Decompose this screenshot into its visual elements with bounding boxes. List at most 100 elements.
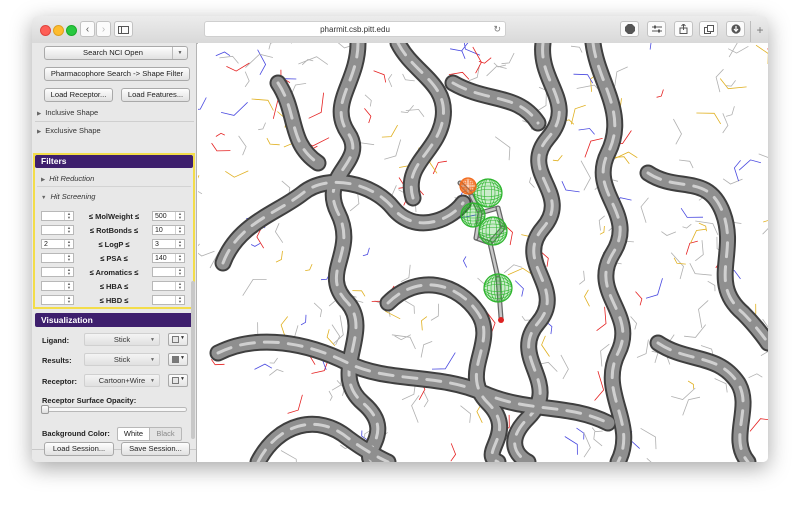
- share-button[interactable]: [674, 21, 693, 37]
- side-chain-wire: [257, 49, 267, 75]
- downloads-button[interactable]: [726, 21, 745, 37]
- sidebar-scrollbar[interactable]: [191, 281, 195, 439]
- tabs-button[interactable]: [699, 21, 718, 37]
- side-chain-wire: [364, 430, 370, 442]
- side-chain-wire: [388, 73, 393, 88]
- spinner-arrows-icon[interactable]: ▲ ▼: [64, 212, 73, 220]
- new-tab-button[interactable]: +: [750, 21, 768, 42]
- spinner-arrows-icon[interactable]: ▲ ▼: [175, 240, 184, 248]
- rotbonds-max-input[interactable]: 10 ▲ ▼: [152, 225, 185, 235]
- hba-max-input[interactable]: ▲ ▼: [152, 281, 185, 291]
- spinner-arrows-icon[interactable]: ▲ ▼: [175, 254, 184, 262]
- spinner-arrows-icon[interactable]: ▲ ▼: [64, 254, 73, 262]
- save-session-button[interactable]: Save Session...: [121, 442, 190, 456]
- results-style-select[interactable]: Stick ▼: [84, 353, 160, 366]
- side-chain-wire: [198, 190, 203, 195]
- hbd-min-input[interactable]: ▲ ▼: [41, 295, 74, 305]
- shape-filter-button[interactable]: Pharmacophore Search -> Shape Filter: [44, 67, 190, 81]
- logp-min-input[interactable]: 2 ▲ ▼: [41, 239, 74, 249]
- results-style-value: Stick: [113, 355, 131, 364]
- inclusive-shape-section[interactable]: ▶ Inclusive Shape: [37, 108, 98, 117]
- side-chain-wire: [460, 43, 469, 52]
- side-chain-wire: [244, 71, 250, 88]
- forward-button[interactable]: ›: [96, 21, 111, 37]
- side-chain-wire: [680, 207, 704, 218]
- side-chain-wire: [254, 363, 273, 370]
- search-database-button[interactable]: Search NCI Open ▼: [44, 46, 188, 60]
- close-window-button[interactable]: [40, 25, 51, 36]
- side-chain-wire: [671, 387, 696, 400]
- side-chain-wire: [331, 370, 342, 391]
- psa-min-input[interactable]: ▲ ▼: [41, 253, 74, 263]
- side-chain-wire: [211, 142, 231, 152]
- spinner-arrows-icon[interactable]: ▲ ▼: [175, 212, 184, 220]
- spinner-arrows-icon[interactable]: ▲ ▼: [64, 296, 73, 304]
- spinner-arrows-icon[interactable]: ▲ ▼: [175, 282, 184, 290]
- spinner-arrows-icon[interactable]: ▲ ▼: [175, 226, 184, 234]
- background-black-button[interactable]: Black: [149, 427, 182, 441]
- surface-opacity-slider[interactable]: [41, 405, 187, 414]
- aromatics-max-input[interactable]: ▲ ▼: [152, 267, 185, 277]
- exclusive-shape-section[interactable]: ▶ Exclusive Shape: [37, 126, 101, 135]
- load-receptor-button[interactable]: Load Receptor...: [44, 88, 113, 102]
- ligand-color-button[interactable]: ▼: [168, 333, 188, 346]
- psa-label: ≤ PSA ≤: [100, 254, 128, 263]
- hit-screening-section[interactable]: ▼ Hit Screening: [41, 192, 95, 201]
- minimize-window-button[interactable]: [53, 25, 64, 36]
- side-chain-wire: [749, 418, 768, 432]
- hbd-label: ≤ HBD ≤: [99, 296, 129, 305]
- dropdown-arrow-icon[interactable]: ▼: [172, 47, 187, 59]
- extension-button[interactable]: [647, 21, 666, 37]
- adblock-icon: [624, 24, 635, 34]
- reload-icon[interactable]: ↻: [493, 24, 501, 34]
- ligand-bond-highlight: [488, 241, 500, 280]
- side-chain-wire: [269, 357, 278, 364]
- spinner-arrows-icon[interactable]: ▲ ▼: [64, 268, 73, 276]
- side-chain-wire: [714, 378, 728, 393]
- zoom-window-button[interactable]: [66, 25, 77, 36]
- spinner-arrows-icon[interactable]: ▲ ▼: [175, 296, 184, 304]
- ribbon-highlight: [591, 43, 626, 462]
- results-color-button[interactable]: ▼: [168, 353, 188, 366]
- side-chain-wire: [430, 303, 439, 321]
- slider-thumb[interactable]: [41, 405, 49, 414]
- sidebar-icon: [118, 26, 129, 34]
- hit-reduction-section[interactable]: ▶ Hit Reduction: [41, 174, 94, 183]
- molweight-min-input[interactable]: ▲ ▼: [41, 211, 74, 221]
- side-chain-wire: [448, 71, 470, 80]
- aromatics-min-input[interactable]: ▲ ▼: [41, 267, 74, 277]
- psa-max-input[interactable]: 140 ▲ ▼: [152, 253, 185, 263]
- spinner-arrows-icon[interactable]: ▲ ▼: [64, 282, 73, 290]
- hbd-max-input[interactable]: ▲ ▼: [152, 295, 185, 305]
- hba-min-input[interactable]: ▲ ▼: [41, 281, 74, 291]
- load-features-button[interactable]: Load Features...: [121, 88, 190, 102]
- adblock-button[interactable]: [620, 21, 639, 37]
- side-chain-wire: [432, 160, 447, 175]
- side-chain-wire: [400, 105, 414, 114]
- side-chain-wire: [630, 316, 638, 330]
- address-bar[interactable]: pharmit.csb.pitt.edu ↻: [204, 21, 506, 37]
- chevron-right-icon: ▶: [37, 129, 42, 135]
- hit-screening-label: Hit Screening: [50, 192, 96, 201]
- receptor-color-button[interactable]: ▼: [168, 374, 188, 387]
- background-white-button[interactable]: White: [117, 427, 150, 441]
- load-session-button[interactable]: Load Session...: [44, 442, 114, 456]
- molweight-max-input[interactable]: 500 ▲ ▼: [152, 211, 185, 221]
- spinner-arrows-icon[interactable]: ▲ ▼: [175, 268, 184, 276]
- tabs-icon: [703, 25, 714, 34]
- ligand-style-select[interactable]: Stick ▼: [84, 333, 160, 346]
- side-chain-wire: [242, 279, 267, 296]
- sidebar-toggle-button[interactable]: [114, 21, 133, 37]
- side-chain-wire: [300, 314, 307, 326]
- logp-max-input[interactable]: 3 ▲ ▼: [152, 239, 185, 249]
- molecular-viewer-canvas[interactable]: [198, 43, 768, 462]
- side-chain-wire: [679, 159, 694, 169]
- receptor-style-select[interactable]: Cartoon+Wire ▼: [84, 374, 160, 387]
- side-chain-wire: [431, 352, 456, 370]
- search-button-label: Search NCI Open: [83, 48, 143, 57]
- back-button[interactable]: ‹: [80, 21, 95, 37]
- spinner-arrows-icon[interactable]: ▲ ▼: [64, 240, 73, 248]
- chevron-down-icon: ▼: [180, 355, 185, 361]
- rotbonds-min-input[interactable]: ▲ ▼: [41, 225, 74, 235]
- spinner-arrows-icon[interactable]: ▲ ▼: [64, 226, 73, 234]
